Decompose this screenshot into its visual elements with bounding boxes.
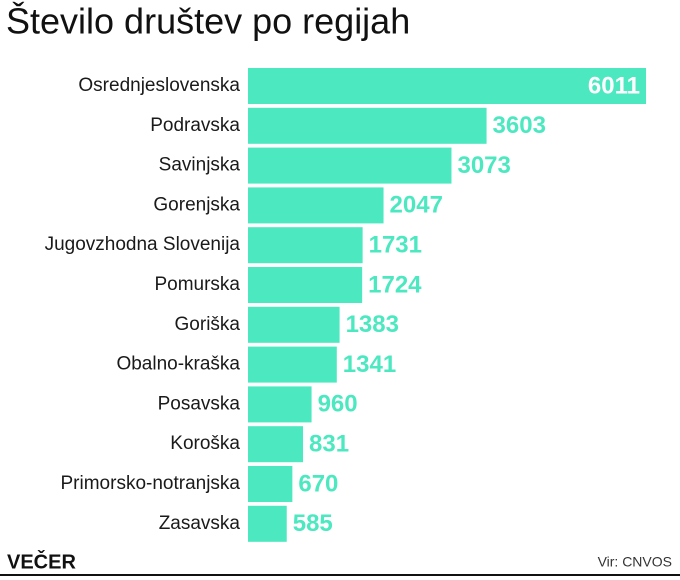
chart-title: Število društev po regijah	[6, 1, 410, 42]
y-tick-label: Zasavska	[159, 513, 241, 534]
logo: VEČER	[7, 549, 76, 573]
bar	[248, 68, 646, 104]
y-tick-label: Savinjska	[159, 155, 241, 176]
value-label: 3603	[493, 112, 546, 139]
value-label: 1724	[368, 271, 422, 298]
bar	[248, 466, 293, 502]
y-tick-label: Osrednjeslovenska	[78, 75, 240, 96]
bar	[248, 346, 337, 383]
value-label: 670	[298, 470, 338, 497]
y-tick-label: Primorsko-notranjska	[61, 473, 241, 494]
y-tick-label: Posavska	[158, 393, 241, 414]
y-tick-label: Podravska	[150, 115, 240, 136]
bar	[248, 227, 363, 264]
source: Vir: CNVOS	[598, 554, 672, 570]
y-tick-label: Jugovzhodna Slovenija	[45, 234, 241, 255]
value-label: 831	[309, 431, 349, 458]
y-tick-label: Gorenjska	[153, 194, 240, 215]
value-label: 2047	[390, 192, 443, 219]
bar	[248, 386, 312, 423]
y-tick-label: Pomurska	[154, 274, 240, 295]
bar	[248, 306, 340, 343]
bar	[248, 426, 304, 463]
bar	[248, 267, 363, 303]
value-label: 3073	[457, 152, 510, 179]
value-label: 6011	[588, 72, 640, 99]
y-tick-label: Koroška	[170, 433, 240, 454]
y-tick-label: Obalno-kraška	[116, 354, 240, 375]
value-label: 1341	[343, 351, 396, 378]
value-label: 960	[318, 391, 358, 418]
value-label: 1731	[369, 232, 422, 259]
value-label: 1383	[346, 311, 399, 338]
y-tick-label: Goriška	[175, 314, 241, 335]
bar	[248, 187, 384, 224]
bar	[248, 505, 287, 542]
value-label: 585	[293, 510, 333, 537]
bar	[248, 147, 452, 184]
bar	[248, 107, 487, 144]
